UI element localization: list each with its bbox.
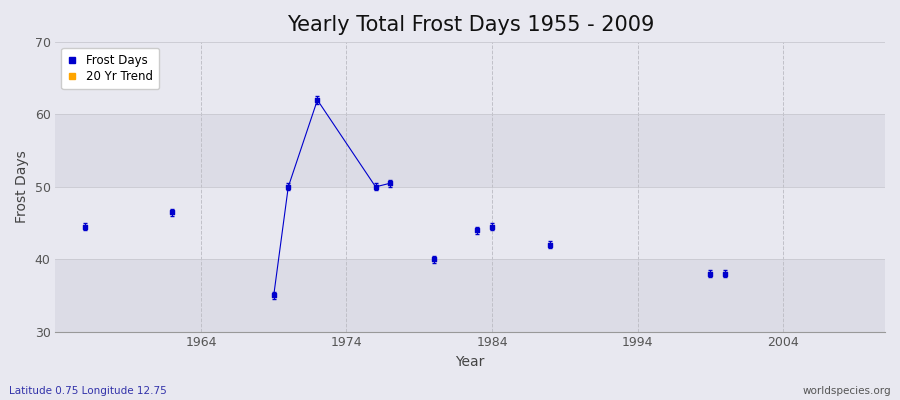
Legend: Frost Days, 20 Yr Trend: Frost Days, 20 Yr Trend [61, 48, 159, 89]
Bar [56, 42, 885, 114]
Text: worldspecies.org: worldspecies.org [803, 386, 891, 396]
Y-axis label: Frost Days: Frost Days [15, 150, 29, 223]
Point [717, 270, 732, 277]
Bar [56, 114, 885, 187]
Point [281, 184, 295, 190]
Point [310, 97, 325, 103]
Point [266, 292, 281, 298]
Point [165, 209, 179, 215]
X-axis label: Year: Year [455, 355, 485, 369]
Point [383, 180, 398, 186]
Point [77, 224, 92, 230]
Bar [56, 187, 885, 259]
Text: Latitude 0.75 Longitude 12.75: Latitude 0.75 Longitude 12.75 [9, 386, 166, 396]
Point [471, 227, 485, 234]
Title: Yearly Total Frost Days 1955 - 2009: Yearly Total Frost Days 1955 - 2009 [286, 15, 654, 35]
Bar [56, 259, 885, 332]
Point [543, 242, 557, 248]
Point [427, 256, 441, 262]
Point [485, 224, 500, 230]
Point [703, 270, 717, 277]
Point [368, 184, 382, 190]
